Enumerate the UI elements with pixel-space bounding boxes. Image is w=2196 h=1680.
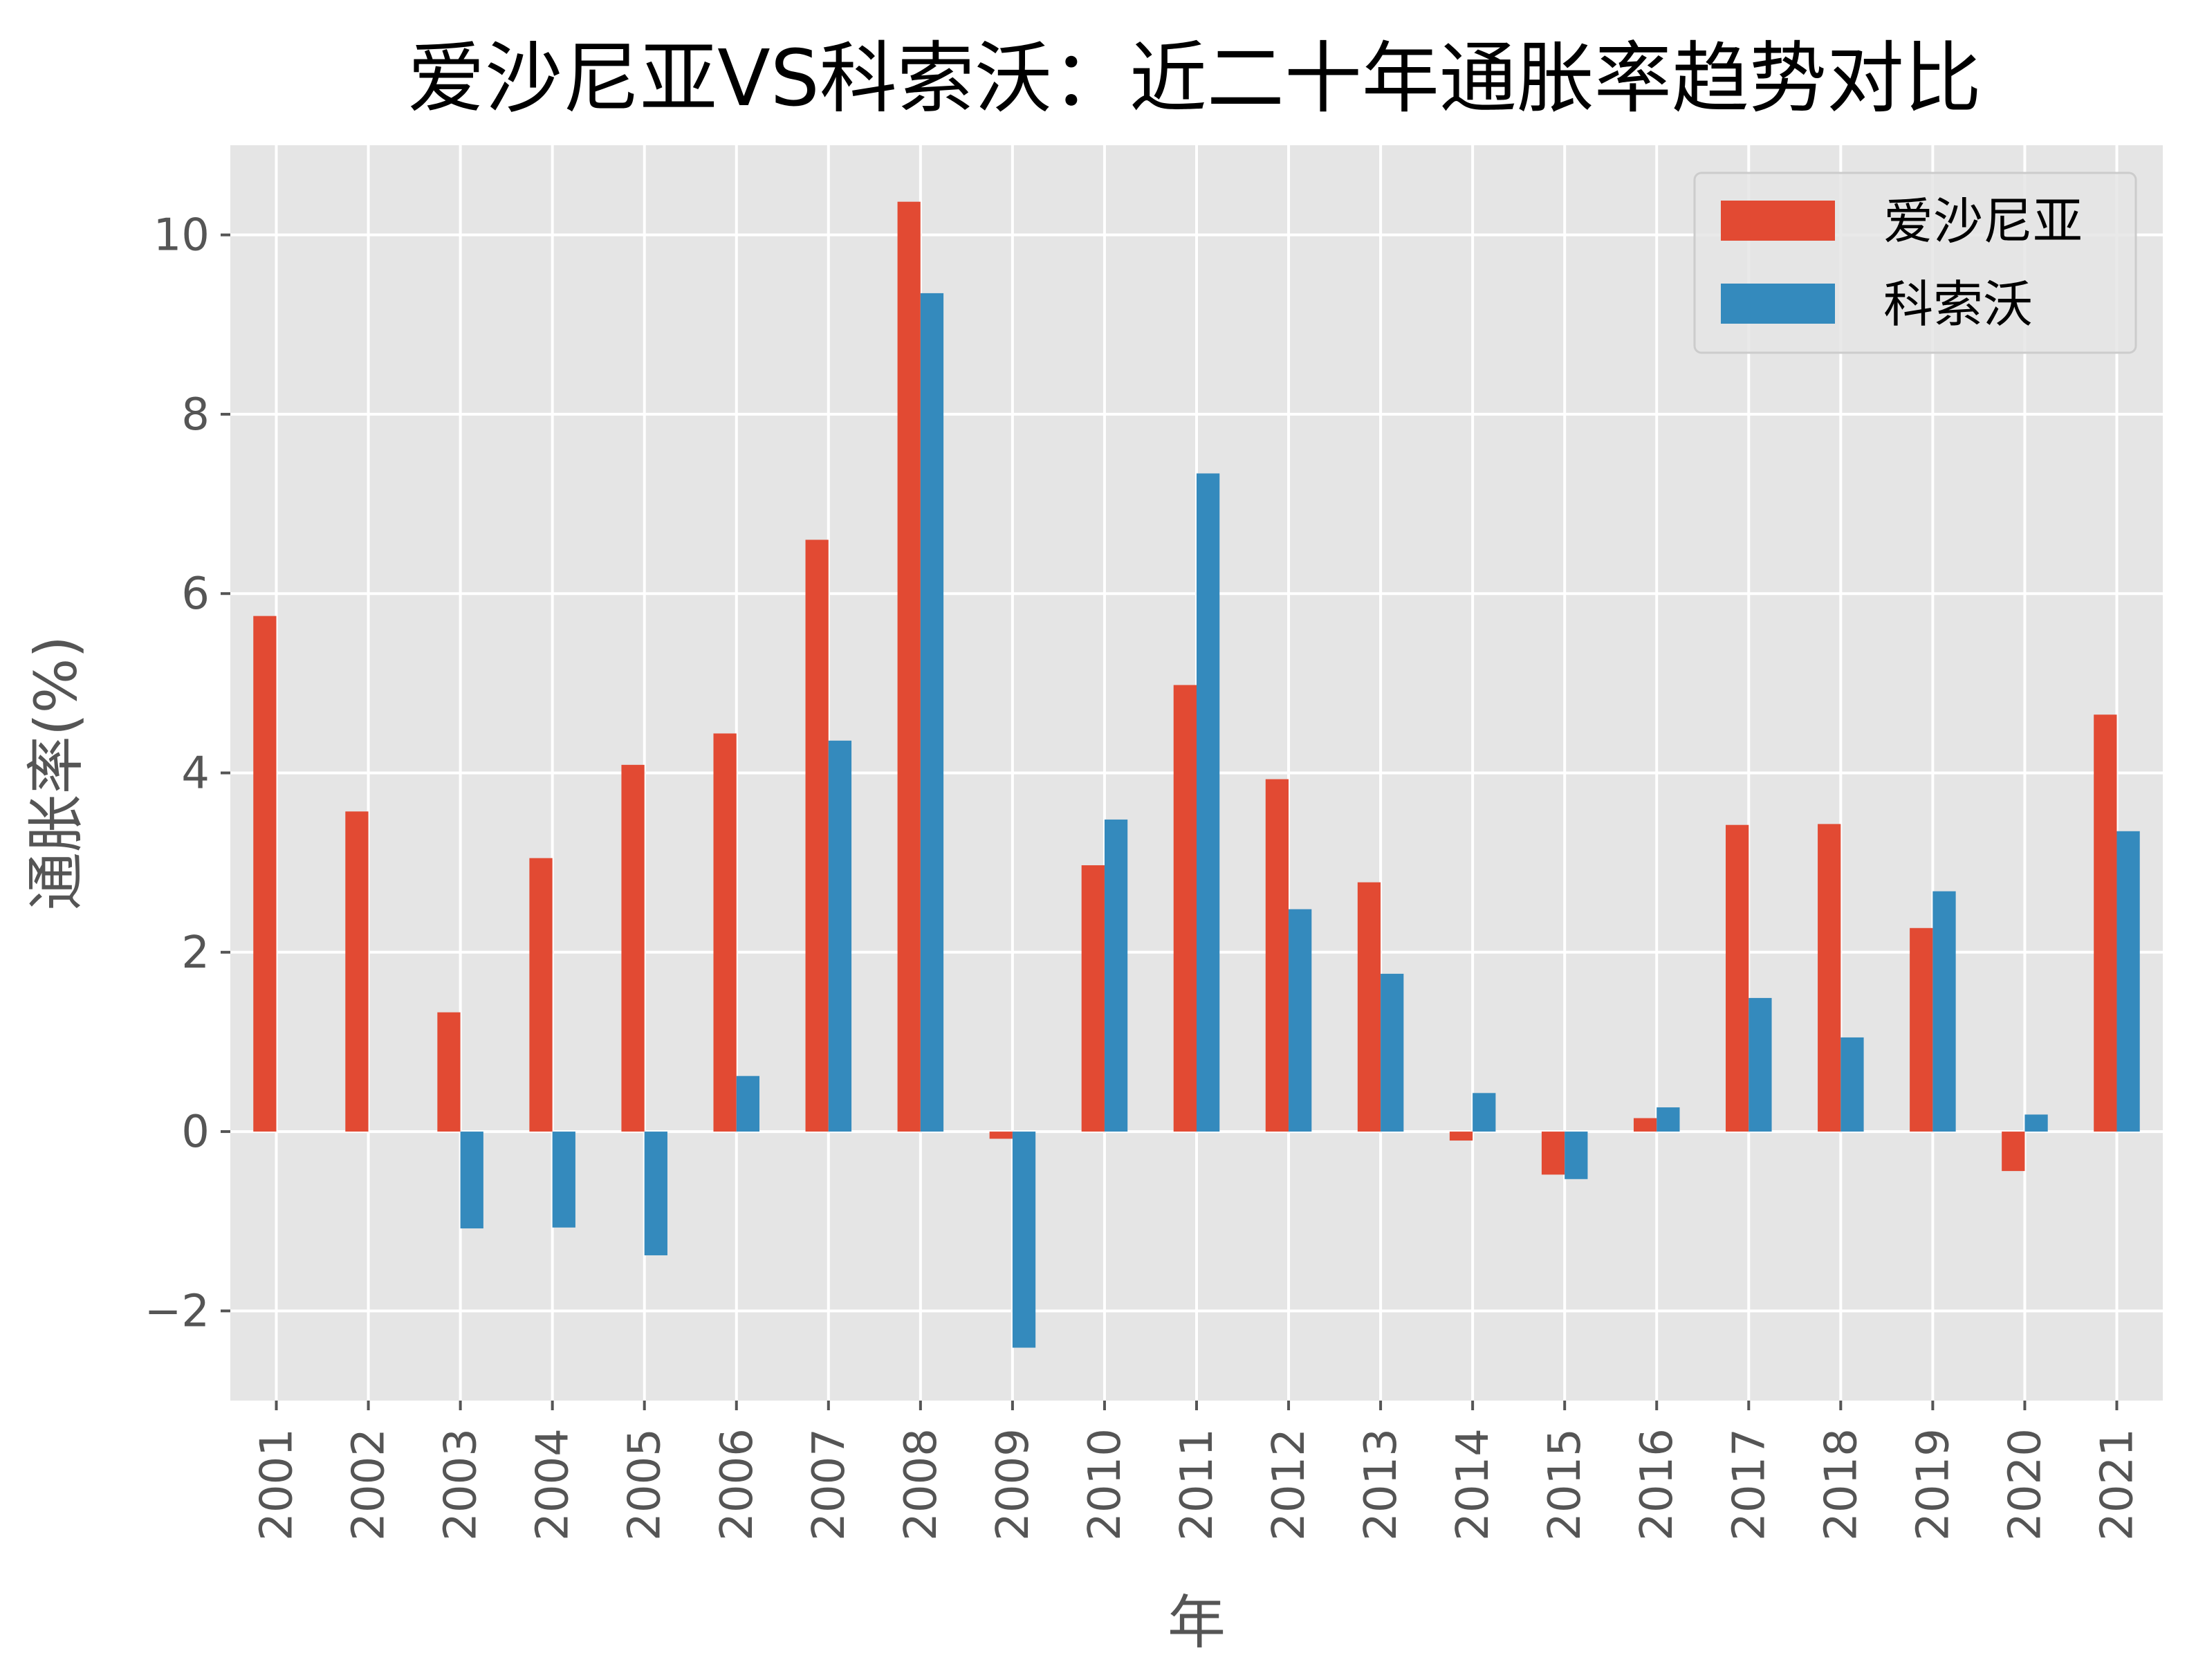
y-tick-label: 0 [181, 1107, 210, 1158]
bar-estonia-2004 [529, 858, 553, 1132]
x-tick-label: 2018 [1816, 1428, 1867, 1541]
bar-kosovo-2018 [1840, 1037, 1864, 1132]
x-tick-label: 2002 [344, 1428, 395, 1541]
bar-kosovo-2003 [460, 1132, 483, 1229]
bar-kosovo-2006 [736, 1076, 760, 1132]
bar-estonia-2013 [1357, 882, 1381, 1132]
bar-estonia-2011 [1173, 685, 1197, 1132]
x-tick-label: 2021 [2092, 1428, 2143, 1541]
bar-kosovo-2008 [920, 293, 944, 1132]
bar-estonia-2009 [989, 1132, 1013, 1139]
x-tick-label: 2008 [896, 1428, 947, 1541]
bars [253, 201, 2140, 1348]
y-axis-ticks: −2 0 2 4 6 8 10 [145, 210, 230, 1337]
x-tick-label: 2009 [988, 1428, 1039, 1541]
x-tick-label: 2013 [1356, 1428, 1407, 1541]
bar-estonia-2018 [1818, 824, 1841, 1132]
x-tick-label: 2007 [804, 1428, 855, 1541]
bar-kosovo-2021 [2116, 831, 2140, 1132]
bar-kosovo-2011 [1197, 473, 1220, 1132]
x-tick-label: 2015 [1540, 1428, 1591, 1541]
legend-label-estonia: 爱沙尼亚 [1883, 192, 2083, 250]
x-tick-label: 2001 [252, 1428, 303, 1541]
bar-kosovo-2016 [1657, 1107, 1680, 1132]
x-tick-label: 2020 [2000, 1428, 2051, 1541]
bar-estonia-2014 [1449, 1132, 1473, 1141]
chart-title: 爱沙尼亚VS科索沃：近二十年通胀率趋势对比 [407, 34, 1982, 124]
legend-label-kosovo: 科索沃 [1883, 275, 2033, 333]
x-tick-label: 2012 [1264, 1428, 1315, 1541]
bar-kosovo-2020 [2024, 1114, 2048, 1132]
bar-kosovo-2009 [1012, 1132, 1036, 1348]
bar-estonia-2002 [345, 811, 369, 1132]
bar-estonia-2016 [1633, 1118, 1657, 1132]
bar-kosovo-2007 [828, 740, 852, 1132]
bar-kosovo-2010 [1104, 819, 1128, 1132]
legend-swatch-estonia [1721, 201, 1835, 241]
legend: 爱沙尼亚 科索沃 [1693, 172, 2137, 354]
x-tick-label: 2017 [1724, 1428, 1775, 1541]
bar-estonia-2012 [1265, 779, 1289, 1132]
x-tick-label: 2019 [1908, 1428, 1959, 1541]
x-tick-label: 2004 [528, 1428, 579, 1541]
bar-estonia-2006 [713, 733, 737, 1132]
bar-kosovo-2014 [1473, 1093, 1496, 1132]
x-tick-label: 2014 [1448, 1428, 1499, 1541]
y-tick-label: 2 [181, 927, 210, 979]
bar-estonia-2008 [897, 201, 921, 1132]
bar-estonia-2007 [805, 539, 829, 1132]
y-tick-label: 6 [181, 569, 210, 620]
y-tick-label: 10 [154, 210, 210, 261]
x-tick-label: 2003 [436, 1428, 487, 1541]
x-tick-label: 2005 [620, 1428, 671, 1541]
bar-kosovo-2015 [1565, 1132, 1588, 1179]
x-tick-label: 2016 [1632, 1428, 1683, 1541]
bar-kosovo-2013 [1381, 973, 1404, 1132]
bar-estonia-2019 [1910, 927, 1933, 1132]
x-axis-ticks: 2001 2002 2003 2004 2005 2006 2007 2008 2009 2010… [252, 1401, 2143, 1541]
y-tick-label: 4 [181, 748, 210, 800]
bar-estonia-2001 [253, 616, 277, 1132]
bar-kosovo-2019 [1932, 891, 1956, 1132]
x-tick-label: 2010 [1080, 1428, 1131, 1541]
x-axis-label: 年 [1168, 1589, 1226, 1656]
bar-estonia-2005 [621, 764, 645, 1132]
bar-estonia-2021 [2094, 714, 2117, 1132]
bar-estonia-2003 [437, 1012, 461, 1132]
y-axis-label: 通胀率(%) [22, 636, 90, 910]
y-tick-label: −2 [145, 1286, 210, 1337]
legend-swatch-kosovo [1721, 284, 1835, 324]
y-tick-label: 8 [181, 389, 210, 441]
bar-estonia-2010 [1081, 865, 1105, 1132]
bar-kosovo-2012 [1289, 909, 1312, 1132]
x-tick-label: 2011 [1172, 1428, 1223, 1541]
bar-kosovo-2005 [644, 1132, 667, 1255]
bar-kosovo-2017 [1749, 997, 1772, 1132]
bar-kosovo-2004 [552, 1132, 575, 1228]
bar-estonia-2020 [2002, 1132, 2025, 1172]
x-tick-label: 2006 [712, 1428, 763, 1541]
bar-estonia-2017 [1726, 824, 1749, 1132]
bar-estonia-2015 [1541, 1132, 1565, 1175]
